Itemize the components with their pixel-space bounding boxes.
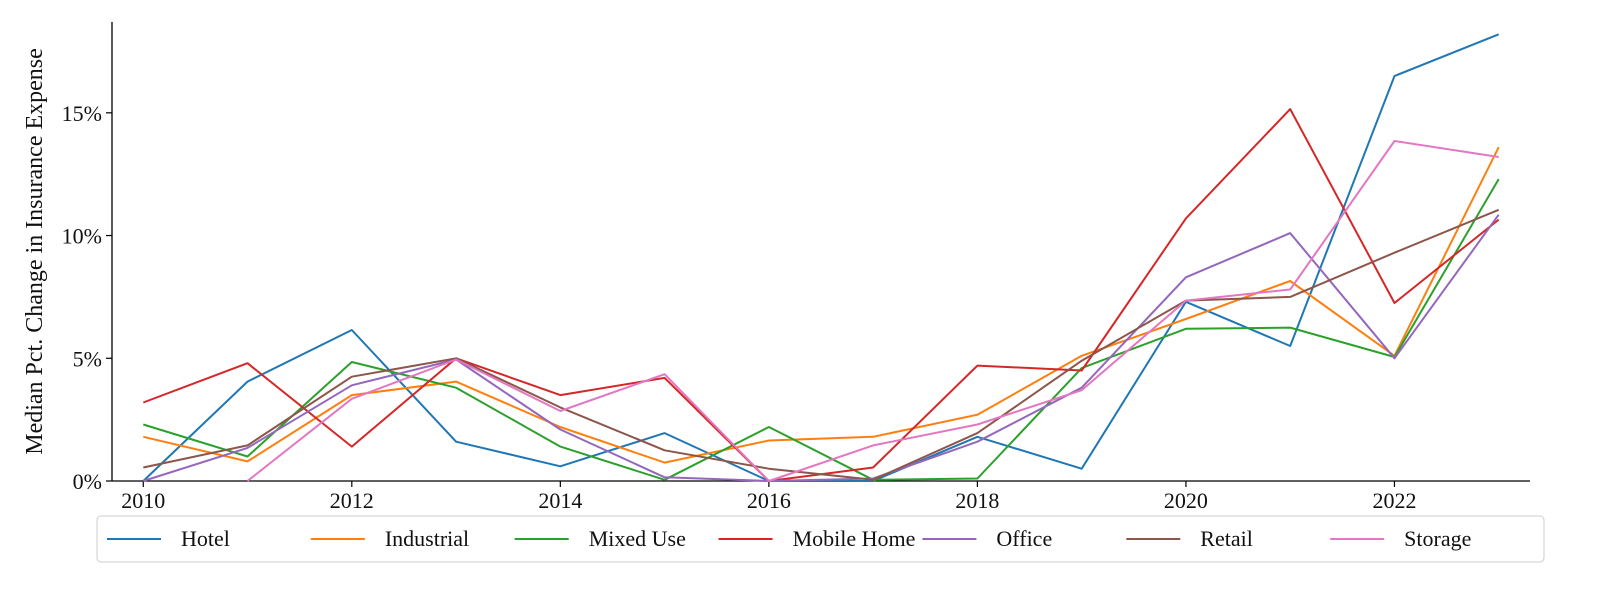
legend-item-industrial: Industrial: [310, 526, 469, 551]
legend-label: Storage: [1404, 526, 1471, 551]
legend-item-mixed-use: Mixed Use: [514, 526, 686, 551]
y-axis-title: Median Pct. Change in Insurance Expense: [22, 48, 48, 455]
x-tick-label: 2018: [955, 488, 999, 513]
legend: Hotel Industrial Mixed Use Mobile Home Offic…: [96, 515, 1545, 563]
legend-label: Mobile Home: [793, 526, 916, 551]
series-line-retail: [143, 208, 1500, 481]
series-line-industrial: [143, 146, 1500, 464]
x-tick-label: 2020: [1164, 488, 1208, 513]
y-ticks: 0% 5% 10% 15%: [62, 101, 112, 494]
series-line-mixed-use: [143, 178, 1500, 481]
legend-label: Hotel: [181, 526, 230, 551]
x-tick-label: 2014: [538, 488, 582, 513]
legend-item-retail: Retail: [1126, 526, 1253, 551]
series-group: [142, 33, 1500, 482]
x-tick-label: 2012: [330, 488, 374, 513]
axes: 2010 2012 2014 2016 2018 2020 2022 0%5%10%15% …: [22, 22, 1530, 513]
y-tick-label: 0%: [73, 469, 102, 494]
y-tick-label: 15%: [62, 101, 102, 126]
legend-frame: [96, 515, 1545, 563]
legend-label: Mixed Use: [589, 526, 686, 551]
series-line-hotel: [142, 33, 1500, 482]
x-tick-label: 2022: [1372, 488, 1416, 513]
legend-item-office: Office: [922, 526, 1052, 551]
series-line-storage: [246, 140, 1499, 482]
x-tick-label: 2016: [747, 488, 791, 513]
x-tick-label: 2010: [121, 488, 165, 513]
legend-label: Office: [996, 526, 1052, 551]
legend-item-mobile-home: Mobile Home: [718, 526, 916, 551]
series-line-office: [142, 214, 1500, 482]
legend-label: Industrial: [385, 526, 469, 551]
legend-items: Hotel Industrial Mixed Use Mobile Home Offic…: [107, 526, 1471, 551]
legend-label: Retail: [1200, 526, 1253, 551]
x-ticks: 2010 2012 2014 2016 2018 2020 2022: [121, 481, 1416, 513]
y-tick-label: 10%: [62, 224, 102, 249]
y-tick-label: 5%: [73, 346, 102, 371]
legend-item-storage: Storage: [1330, 526, 1471, 551]
legend-item-hotel: Hotel: [107, 526, 230, 551]
